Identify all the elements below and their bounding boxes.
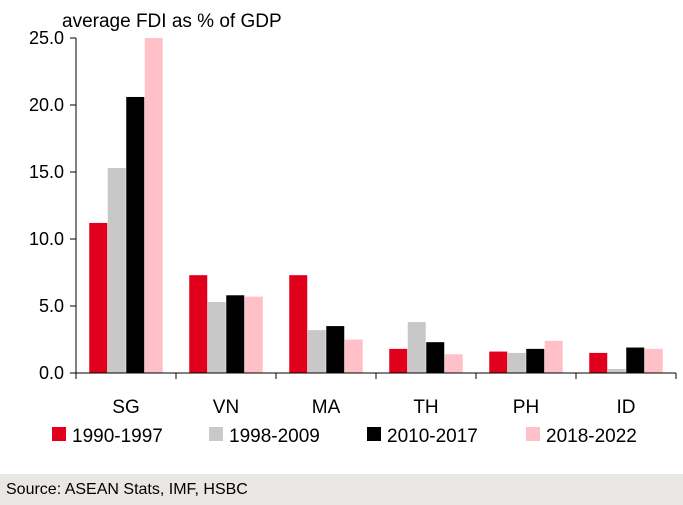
bar-ma-1990-1997 [289, 275, 308, 373]
bar-id-2010-2017 [626, 347, 645, 373]
bar-sg-2010-2017 [126, 96, 145, 374]
x-tick-label-ph: PH [513, 397, 539, 418]
y-tick-label: 0.0 [39, 363, 64, 383]
legend: 1990-1997 1998-2009 2010-2017 2018-2022 [52, 426, 637, 447]
y-axis-title: average FDI as % of GDP [62, 11, 282, 32]
source-note: Source: ASEAN Stats, IMF, HSBC [6, 481, 248, 498]
bar-vn-1990-1997 [189, 275, 208, 373]
x-tick-label-ma: MA [312, 397, 341, 418]
y-tick-label: 10.0 [29, 229, 64, 249]
y-tick-label: 15.0 [29, 162, 64, 182]
bar-ph-2010-2017 [526, 348, 545, 373]
legend-swatch-1998-2009 [209, 427, 223, 441]
legend-swatch-1990-1997 [52, 427, 66, 441]
bar-ma-2018-2022 [344, 339, 363, 373]
bar-vn-1998-2009 [207, 301, 226, 373]
bar-vn-2010-2017 [226, 295, 245, 373]
bar-ma-2010-2017 [326, 326, 345, 373]
bar-th-1990-1997 [389, 348, 408, 373]
bar-vn-2018-2022 [244, 296, 263, 373]
bar-th-2018-2022 [444, 354, 463, 373]
bars-group [89, 38, 663, 374]
source-footer: Source: ASEAN Stats, IMF, HSBC [0, 474, 683, 505]
bar-th-1998-2009 [407, 322, 426, 373]
legend-swatch-2018-2022 [526, 427, 540, 441]
fdi-bar-chart: average FDI as % of GDP 0.0 5.0 10.0 15.0 20… [29, 11, 677, 447]
bar-id-1998-2009 [607, 368, 626, 373]
x-tick-label-vn: VN [213, 397, 239, 418]
bar-sg-1998-2009 [107, 167, 126, 373]
legend-label-2018-2022: 2018-2022 [546, 426, 637, 447]
bar-ma-1998-2009 [307, 330, 326, 373]
bar-sg-1990-1997 [89, 222, 108, 373]
x-tick-label-sg: SG [112, 397, 139, 418]
x-tick-label-th: TH [413, 397, 438, 418]
legend-label-1998-2009: 1998-2009 [229, 426, 320, 447]
y-tick-label: 20.0 [29, 95, 64, 115]
bar-ph-1998-2009 [507, 352, 526, 373]
axes-group: 0.0 5.0 10.0 15.0 20.0 25.0 SG VN MA TH PH ID [29, 28, 677, 418]
bar-id-1990-1997 [589, 352, 608, 373]
y-tick-label: 25.0 [29, 28, 64, 48]
y-tick-label: 5.0 [39, 296, 64, 316]
bar-th-2010-2017 [426, 342, 445, 373]
legend-label-1990-1997: 1990-1997 [72, 426, 163, 447]
bar-ph-2018-2022 [544, 340, 563, 373]
bar-id-2018-2022 [644, 348, 663, 373]
bar-ph-1990-1997 [489, 351, 508, 373]
legend-swatch-2010-2017 [367, 427, 381, 441]
x-tick-label-id: ID [617, 397, 636, 418]
bar-sg-2018-2022 [144, 38, 163, 373]
legend-label-2010-2017: 2010-2017 [387, 426, 478, 447]
